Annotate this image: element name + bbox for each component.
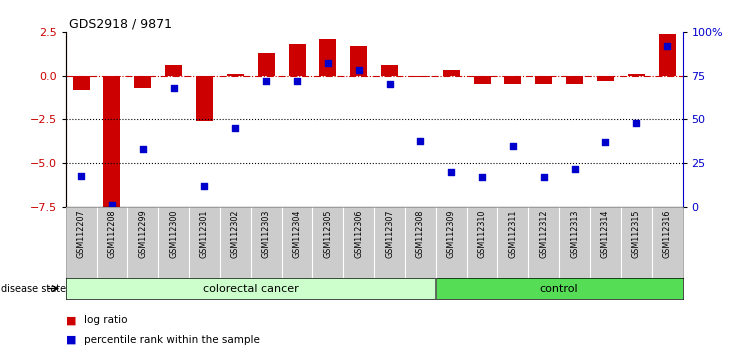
Point [507,143,519,149]
Text: ■: ■ [66,315,76,325]
Bar [474,76,491,85]
Point [106,202,118,208]
Text: GSM112313: GSM112313 [570,209,579,258]
Bar [597,76,614,81]
Text: ■: ■ [66,335,76,345]
Text: percentile rank within the sample: percentile rank within the sample [84,335,260,345]
Text: GSM112307: GSM112307 [385,209,394,258]
Bar [412,76,429,78]
Text: GSM112300: GSM112300 [169,209,178,258]
Bar [104,76,120,209]
Point [384,82,396,87]
Bar [443,70,460,76]
Point [261,78,272,84]
Bar [258,53,274,76]
Text: log ratio: log ratio [84,315,128,325]
Text: GSM112316: GSM112316 [663,209,672,258]
Text: GSM112309: GSM112309 [447,209,456,258]
Text: GSM112311: GSM112311 [508,209,518,258]
Text: GSM112305: GSM112305 [323,209,332,258]
Text: GSM112304: GSM112304 [293,209,301,258]
Bar [658,34,675,76]
Text: control: control [540,284,578,293]
Point [538,175,550,180]
Point [229,125,241,131]
Bar [381,65,398,76]
Bar [504,76,521,85]
Point [168,85,180,91]
Text: GSM112306: GSM112306 [354,209,364,258]
Bar [535,76,552,85]
Point [631,120,642,126]
Point [75,173,87,178]
Point [415,138,426,143]
Text: GDS2918 / 9871: GDS2918 / 9871 [69,17,172,30]
Point [291,78,303,84]
Text: GSM112310: GSM112310 [477,209,487,258]
Text: GSM112312: GSM112312 [539,209,548,258]
Point [353,68,364,73]
Bar [165,65,182,76]
Bar [350,46,367,76]
Point [322,61,334,66]
Text: GSM112303: GSM112303 [261,209,271,258]
Bar [628,74,645,76]
Point [476,175,488,180]
Bar [196,76,213,121]
Text: GSM112301: GSM112301 [200,209,209,258]
Point [137,147,149,152]
Text: GSM112208: GSM112208 [107,209,117,258]
Point [445,169,457,175]
Bar [436,278,683,299]
Point [599,139,611,145]
Text: colorectal cancer: colorectal cancer [203,284,299,293]
Text: GSM112299: GSM112299 [138,209,147,258]
Bar [134,76,151,88]
Text: GSM112207: GSM112207 [77,209,85,258]
Bar [73,76,90,90]
Text: GSM112308: GSM112308 [416,209,425,258]
Bar [320,39,337,76]
Bar [227,74,244,76]
Point [569,166,580,171]
Bar [66,278,436,299]
Bar [566,76,583,85]
Text: GSM112315: GSM112315 [631,209,641,258]
Text: GSM112314: GSM112314 [601,209,610,258]
Bar [288,44,305,76]
Text: GSM112302: GSM112302 [231,209,240,258]
Text: disease state: disease state [1,284,66,293]
Point [199,183,210,189]
Point [661,43,673,49]
